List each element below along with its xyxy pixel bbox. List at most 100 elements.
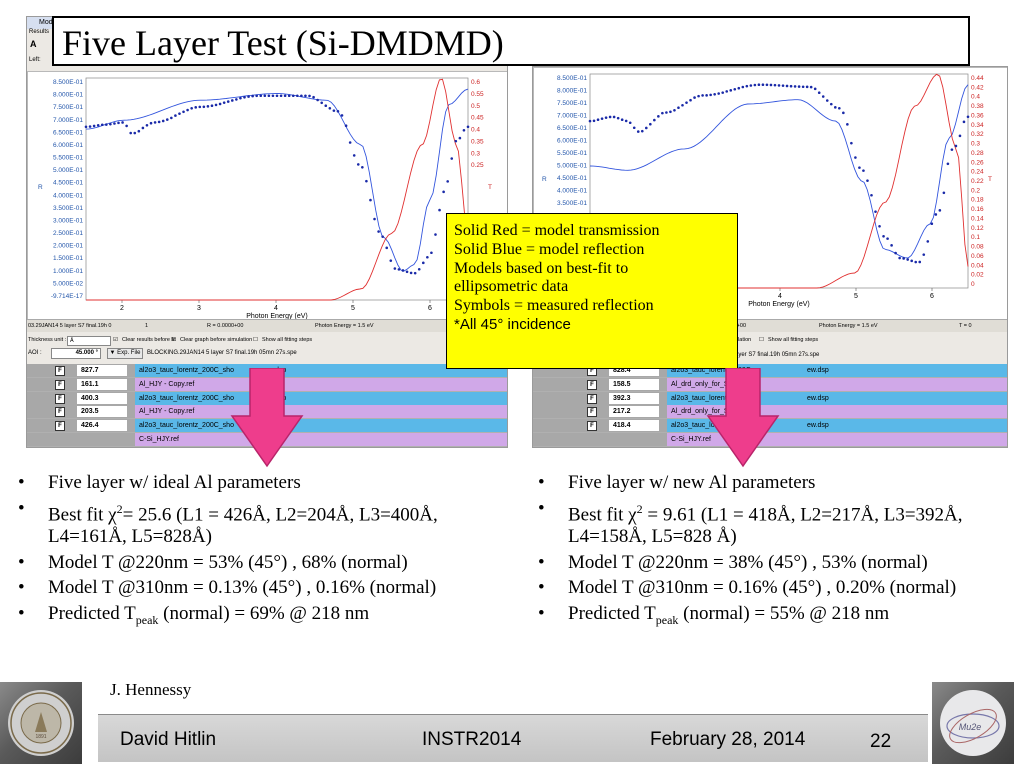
measured-reflection-point <box>926 240 930 243</box>
measured-reflection-point <box>608 115 612 119</box>
layer-material[interactable]: C-Si_HJY.ref <box>135 433 507 446</box>
measured-reflection-point <box>361 165 364 169</box>
y-tick-label: 4.500E-01 <box>557 175 587 182</box>
layer-fit-checkbox[interactable]: F <box>55 407 65 418</box>
layer-thickness[interactable]: 828.4 <box>609 365 659 376</box>
y2-tick-label: 0.26 <box>971 159 984 166</box>
mu2e-logo-frame: Mu2e <box>932 682 1014 764</box>
font-tool-button[interactable]: A <box>30 39 37 49</box>
layer-thickness[interactable]: 217.2 <box>609 406 659 418</box>
y2-tick-label: 0.22 <box>971 178 984 185</box>
measured-reflection-point <box>725 90 729 93</box>
measured-reflection-point <box>713 92 716 96</box>
clear-results-checkbox[interactable]: ☑ <box>113 337 118 343</box>
layer-thickness[interactable]: 827.7 <box>77 365 127 376</box>
layer-fit-checkbox[interactable]: F <box>587 379 597 390</box>
measured-reflection-point <box>761 83 765 87</box>
y2-tick-label: 0.38 <box>971 103 984 110</box>
layer-thickness[interactable]: 161.1 <box>77 378 127 390</box>
measured-reflection-point <box>677 106 680 109</box>
measured-reflection-point <box>145 123 149 127</box>
measured-reflection-point <box>356 163 360 166</box>
svg-text:Mu2e: Mu2e <box>959 722 982 732</box>
measured-reflection-point <box>421 261 425 265</box>
layer-fit-checkbox[interactable]: F <box>55 366 65 376</box>
layer-thickness[interactable]: 158.5 <box>609 378 659 390</box>
measured-reflection-point <box>291 94 295 98</box>
layer-thickness[interactable] <box>609 434 659 445</box>
layer-fit-checkbox[interactable]: F <box>55 421 65 432</box>
y2-tick-label: 0.6 <box>471 79 480 86</box>
measured-reflection-point <box>838 106 841 110</box>
layer-row[interactable]: F 426.4 al2o3_tauc_lorentz_200C_shodsp <box>27 419 507 433</box>
measured-reflection-point <box>842 111 845 115</box>
measured-reflection-point <box>653 118 656 122</box>
results-menu[interactable]: Results <box>29 29 50 35</box>
measured-reflection-point <box>381 235 384 238</box>
measured-reflection-point <box>271 94 275 98</box>
layer-fit-checkbox[interactable]: F <box>587 407 597 418</box>
y-tick-label: 5.000E-02 <box>53 280 83 287</box>
measured-reflection-point <box>922 253 926 256</box>
layer-thickness[interactable]: 392.3 <box>609 392 659 404</box>
measured-reflection-point <box>373 217 376 221</box>
aoi-row: AOI : 45.000 ° ▼ Exp. File BLOCKING.29JA… <box>27 347 507 359</box>
aoi-input[interactable]: 45.000 ° <box>51 348 101 359</box>
caltech-logo-frame: 1891 <box>0 682 82 764</box>
measured-reflection-point <box>170 116 173 120</box>
thickness-unit-select[interactable]: Å <box>67 336 111 346</box>
measured-reflection-point <box>854 156 857 159</box>
layer-material[interactable]: Al_HJY - Copy.ref <box>135 377 507 391</box>
right-show-steps-checkbox[interactable]: ☐ <box>759 337 764 343</box>
measured-reflection-point <box>620 118 624 122</box>
measured-reflection-point <box>137 129 141 133</box>
layer-material[interactable]: al2o3_tauc_lorentz_200C_shodsp <box>135 419 507 433</box>
y2-tick-label: 0.18 <box>971 197 984 204</box>
layer-fit-checkbox[interactable]: F <box>55 379 65 390</box>
y2-tick-label: 0.45 <box>471 115 484 122</box>
measured-reflection-point <box>697 94 700 98</box>
measured-reflection-point <box>417 267 421 271</box>
x-tick-label: 5 <box>351 305 355 312</box>
measured-reflection-point <box>409 271 413 275</box>
measured-reflection-point <box>612 115 616 119</box>
y2-tick-label: 0.35 <box>471 138 484 145</box>
layer-thickness[interactable]: 426.4 <box>77 420 127 432</box>
measured-reflection-point <box>466 125 470 129</box>
measured-reflection-point <box>741 85 745 89</box>
x-tick-label: 4 <box>778 293 782 300</box>
measured-reflection-point <box>426 255 429 259</box>
y-tick-label: 8.000E-01 <box>557 87 587 94</box>
show-steps-checkbox[interactable]: ☐ <box>253 337 258 343</box>
right-options-row: ulation ☐ Show all fitting steps <box>533 335 1007 346</box>
layer-thickness[interactable] <box>77 434 127 445</box>
slide-title: Five Layer Test (Si-DMDMD) <box>52 16 970 66</box>
measured-reflection-point <box>283 94 287 98</box>
measured-reflection-point <box>665 111 668 114</box>
layer-thickness[interactable]: 203.5 <box>77 406 127 418</box>
measured-reflection-point <box>777 84 781 87</box>
layer-fit-checkbox[interactable]: F <box>587 421 597 432</box>
measured-reflection-point <box>117 121 120 125</box>
measured-reflection-point <box>685 101 688 104</box>
layer-material[interactable]: Al_HJY - Copy.ref <box>135 405 507 419</box>
measured-reflection-point <box>458 136 462 140</box>
y-tick-label: 4.000E-01 <box>53 192 83 199</box>
layer-row[interactable]: F 392.3 al2o3_tauc_lorentz_200C ew.dsp <box>533 391 1007 405</box>
layer-material[interactable]: al2o3_tauc_lorentz_200C_shodsp <box>135 391 507 405</box>
exp-file-button[interactable]: ▼ Exp. File <box>107 348 143 359</box>
measured-reflection-point <box>255 94 258 98</box>
measured-reflection-point <box>206 105 210 108</box>
measured-reflection-point <box>393 267 397 270</box>
layer-thickness[interactable]: 418.4 <box>609 420 659 432</box>
clear-graph-checkbox[interactable]: ☑ <box>171 337 176 343</box>
layer-thickness[interactable]: 400.3 <box>77 392 127 404</box>
y-axis-label: R <box>38 184 43 191</box>
layer-fit-checkbox[interactable]: F <box>55 393 65 404</box>
layer-row[interactable]: F 217.2 Al_drd_only_for_S5.dsp <box>533 405 1007 419</box>
right-down-arrow <box>706 368 780 468</box>
footer-bar: David Hitlin INSTR2014 February 28, 2014… <box>98 714 928 762</box>
y-tick-label: 8.500E-01 <box>557 75 587 82</box>
measured-reflection-point <box>910 259 914 263</box>
layer-fit-checkbox[interactable]: F <box>587 393 597 404</box>
